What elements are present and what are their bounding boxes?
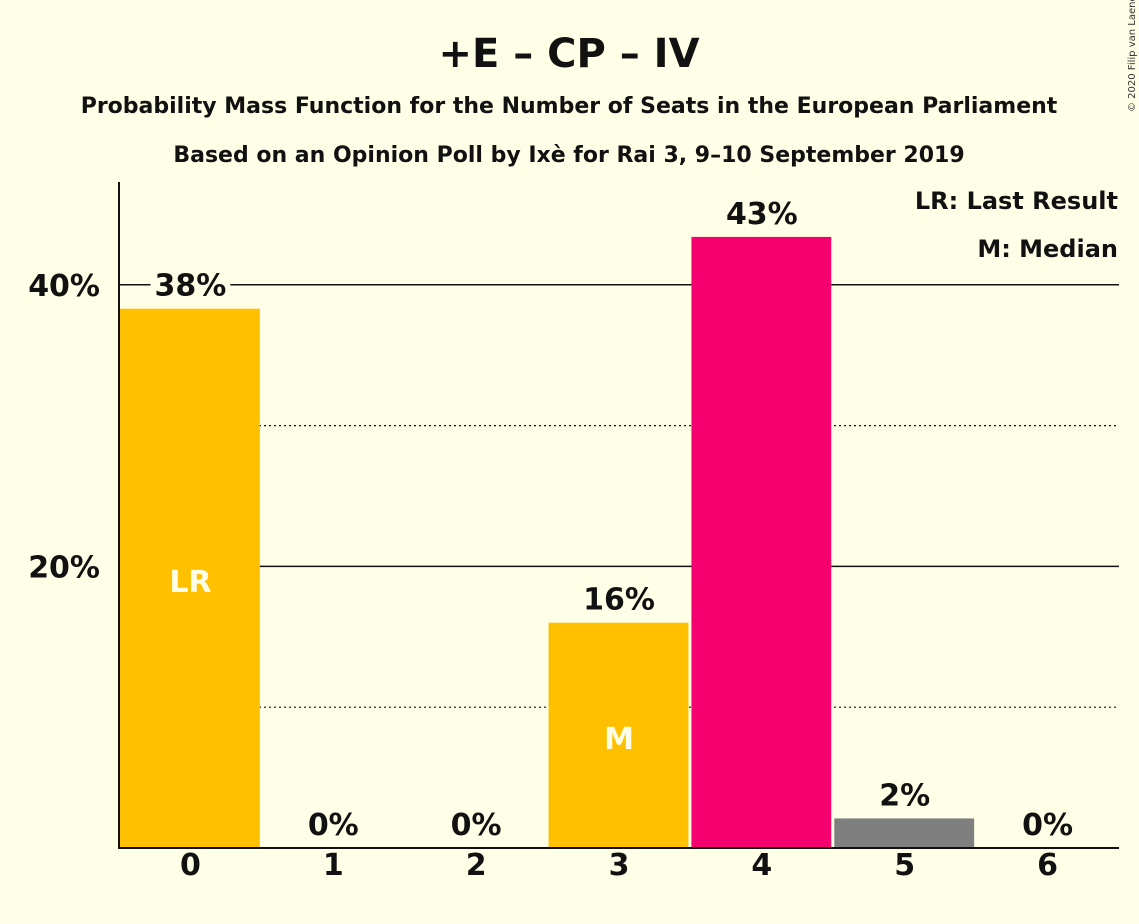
x-tick-label-3: 3 — [609, 848, 630, 883]
label-backdrop — [446, 808, 506, 843]
x-tick-label-4: 4 — [751, 848, 772, 883]
copyright: © 2020 Filip van Laenen — [1127, 0, 1138, 112]
data-label-6: 0% — [1022, 808, 1073, 843]
data-label-0: 38% — [155, 269, 227, 304]
y-tick-label: 20% — [28, 550, 100, 585]
label-backdrop — [721, 196, 802, 232]
data-label-1: 0% — [308, 808, 359, 843]
x-tick-label-2: 2 — [466, 848, 487, 883]
labels: 20% 40% 38% 0 LR 0% 1 0% 2 16% 3 M 43% 4 2% 5 0% 6 — [28, 196, 1078, 883]
bar-0 — [120, 308, 260, 849]
label-backdrop — [875, 778, 935, 814]
x-tick-label-6: 6 — [1037, 848, 1058, 883]
chart-source: Based on an Opinion Poll by Ixè for Rai … — [173, 143, 964, 168]
legend-backdrop — [973, 235, 1122, 263]
label-backdrop — [579, 582, 659, 618]
y-tick-label: 40% — [28, 269, 100, 304]
data-label-5: 2% — [879, 778, 930, 813]
data-label-4: 43% — [726, 197, 798, 232]
x-tick-label-1: 1 — [323, 848, 344, 883]
bar-marker-lr: LR — [169, 565, 211, 600]
label-backdrop — [303, 808, 363, 843]
data-label-2: 0% — [451, 808, 502, 843]
label-backdrop — [150, 268, 231, 304]
bar-5 — [834, 818, 975, 848]
label-backdrop — [1018, 808, 1078, 843]
bars — [120, 236, 975, 849]
bar-3 — [548, 622, 689, 848]
chart-subtitle: Probability Mass Function for the Number… — [81, 94, 1058, 119]
bar-marker-m: M — [604, 722, 634, 757]
x-tick-label-5: 5 — [894, 848, 915, 883]
legend-backdrop — [910, 187, 1122, 215]
x-tick-label-0: 0 — [180, 848, 201, 883]
legend-last-result: LR: Last Result — [915, 187, 1118, 215]
legend-median: M: Median — [977, 235, 1118, 263]
bar-4 — [691, 236, 832, 848]
axes — [118, 182, 1119, 849]
data-label-3: 16% — [583, 583, 655, 618]
chart-title: +E – CP – IV — [438, 31, 699, 77]
